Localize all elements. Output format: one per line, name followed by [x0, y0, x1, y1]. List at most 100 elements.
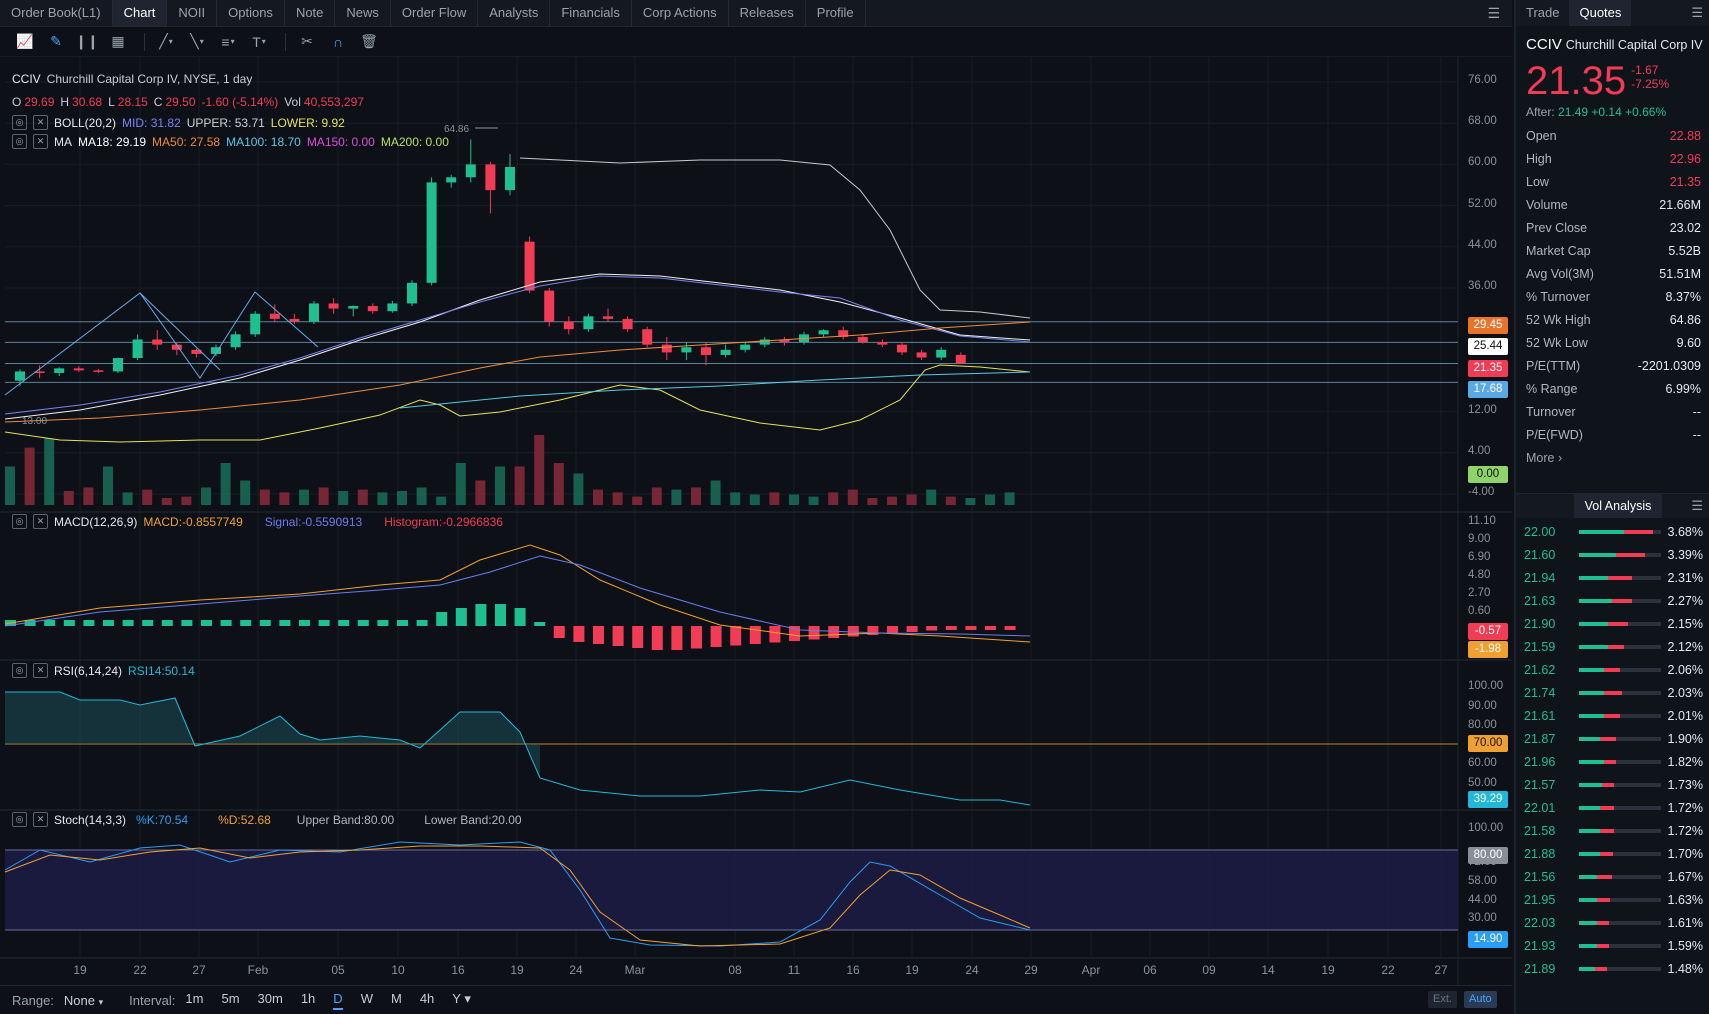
- ext-button[interactable]: Ext.: [1428, 991, 1457, 1008]
- tab-profile[interactable]: Profile: [806, 0, 866, 26]
- eraser-icon[interactable]: ✂: [301, 33, 313, 49]
- vol-bar-sell: [1607, 644, 1625, 649]
- tab-news[interactable]: News: [335, 0, 391, 26]
- line-tool-icon[interactable]: ╱ ▾: [159, 33, 173, 49]
- tab-trade[interactable]: Trade: [1526, 5, 1560, 20]
- macd-histogram: Histogram:-0.2966836: [384, 514, 503, 529]
- fib-tool-icon[interactable]: ╲ ▾: [190, 33, 204, 49]
- pattern-tool-icon[interactable]: ≡ ▾: [221, 33, 235, 50]
- tab-releases[interactable]: Releases: [729, 0, 806, 26]
- interval-1m[interactable]: 1m: [185, 990, 204, 1006]
- macd-histogram-bar: [534, 622, 546, 626]
- menu-icon[interactable]: ☰: [1487, 4, 1500, 21]
- settings-icon[interactable]: ◎: [12, 812, 27, 827]
- candle-body: [877, 342, 888, 345]
- settings-icon[interactable]: ◎: [12, 115, 27, 130]
- range-value: None: [63, 992, 95, 1008]
- volume-bar: [436, 496, 447, 505]
- layout-grid-icon[interactable]: ▦: [111, 33, 125, 49]
- candle-body: [916, 352, 927, 358]
- macd-histogram-bar: [259, 620, 271, 626]
- ma150-value: MA150: 0.00: [306, 134, 375, 149]
- vol-bar: [1579, 598, 1661, 603]
- tab-order-flow[interactable]: Order Flow: [391, 0, 479, 26]
- vol-bar-buy: [1579, 575, 1608, 580]
- settings-icon[interactable]: ◎: [12, 663, 27, 678]
- close-icon[interactable]: ✕: [33, 115, 48, 130]
- close-icon[interactable]: ✕: [33, 663, 48, 678]
- chevron-down-icon: ▾: [98, 996, 104, 1007]
- interval-30m[interactable]: 30m: [257, 990, 283, 1006]
- interval-4h[interactable]: 4h: [419, 990, 435, 1006]
- compare-icon[interactable]: ❙❙: [75, 33, 99, 49]
- price-chart[interactable]: 64.86 13.00: [0, 57, 1512, 985]
- trash-icon[interactable]: 🗑: [360, 33, 378, 49]
- macd-histogram-bar: [83, 620, 95, 626]
- interval-m[interactable]: M: [390, 990, 402, 1006]
- auto-button[interactable]: Auto: [1464, 991, 1497, 1008]
- tab-note[interactable]: Note: [285, 0, 336, 26]
- rsi-overbought-fill: [5, 692, 540, 778]
- magnet-icon[interactable]: ∩: [332, 33, 344, 50]
- text-tool-icon[interactable]: T ▾: [252, 33, 266, 50]
- tab-corp-actions[interactable]: Corp Actions: [632, 0, 729, 26]
- macd-histogram-bar: [867, 626, 879, 635]
- macd-axis-label: 2.70: [1468, 587, 1491, 599]
- tab-quotes[interactable]: Quotes: [1569, 0, 1632, 26]
- macd-histogram-bar: [651, 626, 663, 650]
- vol-bar: [1579, 851, 1661, 856]
- close-icon[interactable]: ✕: [33, 812, 48, 827]
- interval-1h[interactable]: 1h: [300, 990, 316, 1006]
- time-axis-label: 22: [1381, 963, 1395, 977]
- tab-options[interactable]: Options: [217, 0, 285, 26]
- quote-row: Volume 21.66M: [1516, 194, 1709, 217]
- quote-row: P/E(TTM) -2201.0309: [1516, 355, 1709, 378]
- menu-icon[interactable]: ☰: [1691, 498, 1703, 513]
- interval-d[interactable]: D: [333, 991, 343, 1010]
- candle-body: [740, 344, 751, 350]
- price-tag: 21.35: [1468, 360, 1508, 377]
- more-link[interactable]: More ›: [1526, 451, 1563, 465]
- vol-bar-sell: [1611, 598, 1633, 603]
- macd-axis-label: 4.80: [1468, 569, 1491, 581]
- macd-axis-label: 6.90: [1468, 551, 1491, 563]
- macd-histogram-bar: [240, 620, 252, 626]
- quote-row-label: % Range: [1526, 382, 1578, 396]
- macd-histogram-bar: [612, 626, 624, 646]
- price-axis-label: 44.00: [1468, 238, 1497, 251]
- settings-icon[interactable]: ◎: [12, 134, 27, 149]
- menu-icon[interactable]: ☰: [1691, 5, 1703, 20]
- interval-y[interactable]: Y ▾: [452, 990, 471, 1006]
- time-axis-label: 06: [1143, 963, 1157, 977]
- range-select[interactable]: None ▾: [64, 993, 103, 1008]
- volume-bar: [259, 489, 270, 505]
- vol-analysis-tab[interactable]: Vol Analysis: [1574, 494, 1662, 518]
- volume-bar: [651, 487, 662, 505]
- tab-analysts[interactable]: Analysts: [478, 0, 551, 26]
- interval-w[interactable]: W: [360, 990, 373, 1006]
- interval-5m[interactable]: 5m: [221, 990, 240, 1006]
- quote-row-value: 21.66M: [1659, 198, 1701, 212]
- vol-row: 21.59 2.12%: [1516, 634, 1709, 659]
- time-axis-label: 29: [1024, 963, 1038, 977]
- vol-bar-sell: [1599, 828, 1615, 833]
- vol-bar-buy: [1579, 828, 1600, 833]
- close-icon[interactable]: ✕: [33, 514, 48, 529]
- tab-financials[interactable]: Financials: [550, 0, 632, 26]
- vol-bar: [1579, 874, 1661, 879]
- draw-pencil-icon[interactable]: ✎: [50, 33, 62, 49]
- tab-noii[interactable]: NOII: [167, 0, 218, 26]
- vol-row: 21.87 1.90%: [1516, 726, 1709, 751]
- l-label: L: [108, 95, 115, 109]
- volume-bar: [573, 473, 584, 505]
- tab-order-book-l1-[interactable]: Order Book(L1): [0, 0, 113, 26]
- macd-histogram-bar: [749, 626, 761, 644]
- tab-chart[interactable]: Chart: [112, 0, 168, 26]
- candle-body: [348, 306, 359, 309]
- settings-icon[interactable]: ◎: [12, 514, 27, 529]
- macd-line: [4, 544, 1031, 643]
- chart-type-icon[interactable]: 📈: [16, 33, 34, 49]
- c-label: C: [153, 95, 163, 109]
- close-icon[interactable]: ✕: [33, 134, 48, 149]
- quote-row-label: Prev Close: [1526, 221, 1588, 235]
